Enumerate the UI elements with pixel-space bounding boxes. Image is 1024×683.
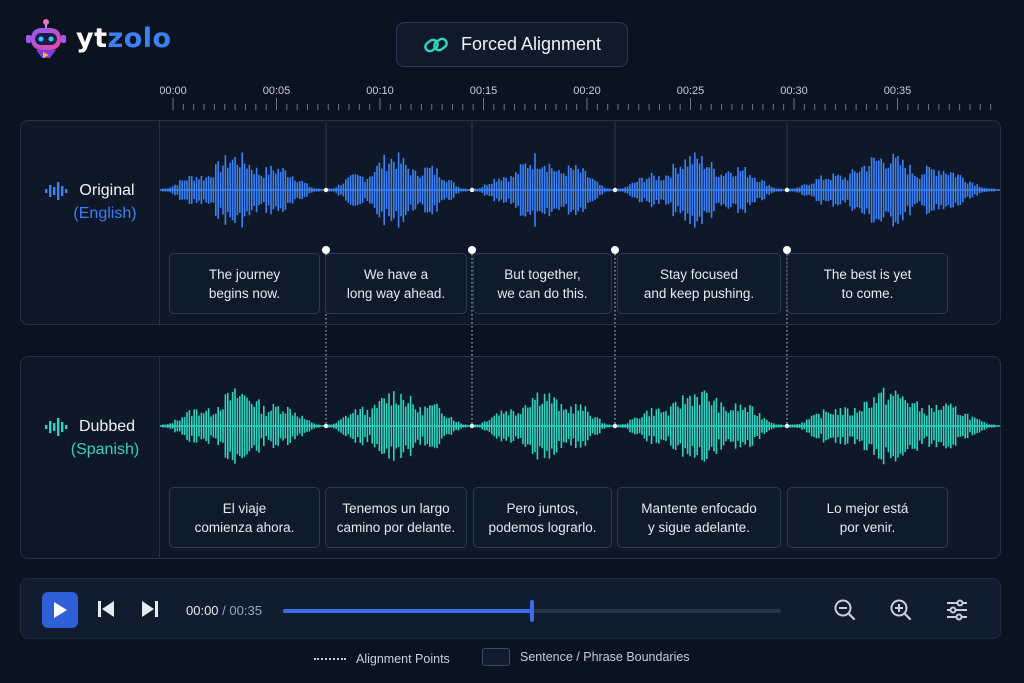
zoom-out-icon[interactable] <box>833 598 857 622</box>
progress-handle[interactable] <box>530 600 534 622</box>
legend-alignment-points: Alignment Points <box>314 652 450 666</box>
original-phrase[interactable]: We have a long way ahead. <box>325 253 467 314</box>
legend-phrase-boundaries: Sentence / Phrase Boundaries <box>482 648 690 666</box>
brand-name: ytzolo <box>76 22 172 54</box>
ruler-tick-label: 00:15 <box>470 85 498 97</box>
play-icon <box>54 602 67 618</box>
dubbed-track-label: Dubbed (Spanish) <box>21 417 159 459</box>
current-time: 00:00 <box>186 603 219 618</box>
page-title: Forced Alignment <box>396 22 628 67</box>
original-phrase[interactable]: But together, we can do this. <box>473 253 612 314</box>
time-display: 00:00 / 00:35 <box>186 603 262 618</box>
dubbed-phrase[interactable]: El viaje comienza ahora. <box>169 487 320 548</box>
track-language: (Spanish) <box>70 441 140 458</box>
brand-logo: ytzolo <box>22 14 172 62</box>
box-swatch <box>482 648 510 666</box>
dubbed-phrase[interactable]: Pero juntos, podemos lograrlo. <box>473 487 612 548</box>
page-title-text: Forced Alignment <box>460 34 602 54</box>
waveform-icon <box>45 182 68 200</box>
dubbed-phrase[interactable]: Tenemos un largo camino por delante. <box>325 487 467 548</box>
settings-sliders-icon[interactable] <box>945 598 969 622</box>
legend-label: Sentence / Phrase Boundaries <box>520 650 690 664</box>
legend-label: Alignment Points <box>356 652 450 666</box>
link-icon <box>424 37 448 52</box>
track-name: Original <box>79 182 135 199</box>
ruler-tick-label: 00:30 <box>780 85 808 97</box>
original-phrase[interactable]: The best is yet to come. <box>787 253 948 314</box>
waveform-icon <box>44 418 68 436</box>
ruler-tick-label: 00:35 <box>884 85 912 97</box>
playback-controls: 00:00 / 00:35 <box>20 578 1001 639</box>
play-button[interactable] <box>42 592 78 628</box>
original-phrase[interactable]: Stay focused and keep pushing. <box>617 253 781 314</box>
track-divider <box>159 121 160 324</box>
dotted-line-swatch <box>314 658 346 660</box>
ruler-tick-label: 00:25 <box>677 85 705 97</box>
ruler-tick-label: 00:20 <box>573 85 601 97</box>
track-name: Dubbed <box>78 418 136 435</box>
skip-back-button[interactable] <box>96 599 116 619</box>
robot-logo-icon <box>26 19 66 58</box>
ruler-tick-label: 00:05 <box>263 85 291 97</box>
progress-fill <box>283 609 532 613</box>
original-track-label: Original (English) <box>21 181 159 223</box>
ruler-tick-label: 00:10 <box>366 85 394 97</box>
dubbed-phrase[interactable]: Mantente enfocado y sigue adelante. <box>617 487 781 548</box>
track-divider <box>159 357 160 558</box>
dubbed-phrase[interactable]: Lo mejor está por venir. <box>787 487 948 548</box>
original-phrase[interactable]: The journey begins now. <box>169 253 320 314</box>
skip-forward-button[interactable] <box>140 599 160 619</box>
total-time: 00:35 <box>229 603 262 618</box>
time-separator: / <box>218 603 230 618</box>
ruler-tick-label: 00:00 <box>160 85 187 97</box>
timeline-ruler[interactable]: 00:00 00:05 00:10 00:15 00:20 00:25 00:30 00:35 <box>160 80 1000 110</box>
progress-bar[interactable] <box>283 600 781 622</box>
track-language: (English) <box>73 205 137 222</box>
zoom-in-icon[interactable] <box>889 598 913 622</box>
